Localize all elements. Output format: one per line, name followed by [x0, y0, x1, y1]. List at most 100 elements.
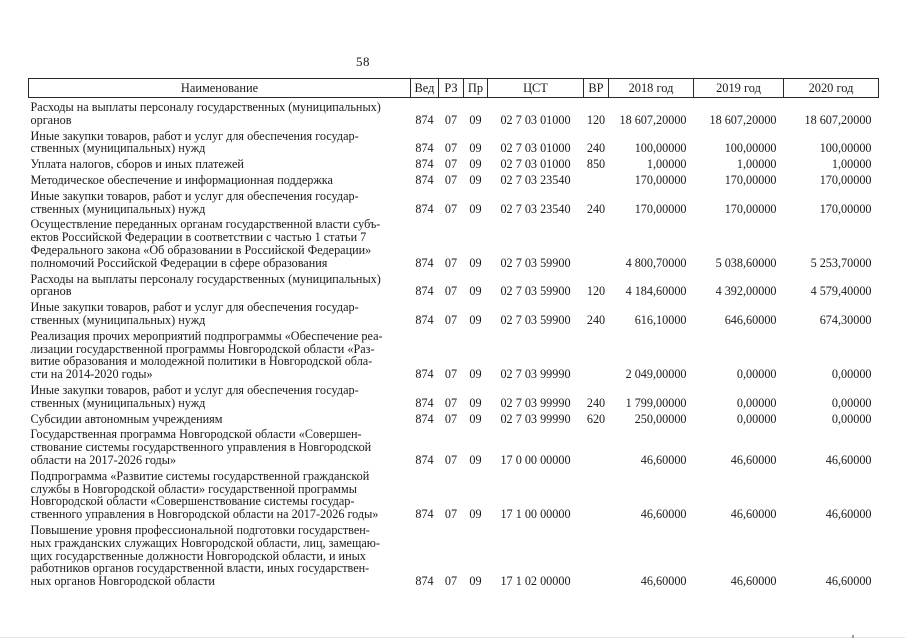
rz-cell: 07: [444, 452, 458, 467]
rz-cell: 07: [444, 574, 458, 589]
year-2020-cell: 46,60000: [825, 574, 872, 589]
pr-cell: 09: [469, 367, 482, 382]
name-cell: Повышение уровня профессиональной подгот…: [30, 522, 380, 589]
year-2019-cell: 46,60000: [730, 452, 777, 467]
year-2018-cell: 616,10000: [634, 312, 687, 327]
ved-cell: 874: [415, 574, 434, 589]
rz-cell: 07: [444, 157, 458, 172]
pr-cell: 09: [469, 574, 482, 589]
table-row: Иные закупки товаров, работ и услуг для …: [29, 381, 879, 410]
year-2018-cell: 1 799,00000: [625, 395, 687, 410]
ved-cell: 874: [415, 452, 434, 467]
ved-cell: 874: [415, 312, 434, 327]
rz-cell: 07: [444, 367, 458, 382]
year-2018-cell: 170,00000: [634, 201, 687, 216]
year-2019-cell: 46,60000: [730, 507, 777, 522]
year-2018-cell: 250,00000: [634, 411, 687, 426]
ved-cell: 874: [415, 112, 434, 127]
pr-cell: 09: [469, 157, 482, 172]
name-cell: Иные закупки товаров, работ и услуг для …: [30, 300, 359, 327]
cst-cell: 02 7 03 99990: [500, 411, 571, 426]
cst-cell: 17 0 00 00000: [500, 452, 571, 467]
cst-cell: 02 7 03 99990: [500, 367, 571, 382]
vr-cell: [584, 467, 609, 521]
year-2018-cell: 1,00000: [646, 157, 687, 172]
name-cell: Расходы на выплаты персоналу государстве…: [30, 100, 381, 127]
year-2018-cell: 46,60000: [640, 574, 687, 589]
table-row: Расходы на выплаты персоналу государстве…: [29, 270, 879, 299]
year-2019-cell: 170,00000: [724, 201, 777, 216]
table-row: Уплата налогов, сборов и иных платежей 87…: [29, 155, 879, 171]
name-cell: Иные закупки товаров, работ и услуг для …: [30, 382, 359, 410]
vr-cell: 620: [586, 411, 606, 426]
year-2019-cell: 18 607,20000: [709, 112, 777, 127]
ved-cell: 874: [415, 411, 434, 426]
ved-cell: 874: [415, 172, 434, 187]
cst-cell: 02 7 03 23540: [500, 201, 571, 216]
table-row: Расходы на выплаты персоналу государстве…: [29, 98, 879, 127]
vr-cell: [584, 215, 609, 269]
header-pr: Пр: [463, 78, 488, 98]
name-cell: Иные закупки товаров, работ и услуг для …: [30, 188, 359, 216]
ved-cell: 874: [415, 367, 434, 382]
year-2019-cell: 170,00000: [724, 172, 777, 187]
rz-cell: 07: [444, 255, 458, 270]
table-row: Методическое обеспечение и информационна…: [29, 171, 879, 187]
rz-cell: 07: [444, 141, 458, 156]
header-ved: Вед: [410, 78, 439, 98]
header-cst: ЦСТ: [487, 78, 584, 98]
page-edge-line: [0, 637, 905, 638]
ved-cell: 874: [415, 141, 434, 156]
pr-cell: 09: [469, 507, 482, 522]
cst-cell: 17 1 00 00000: [500, 507, 571, 522]
year-2020-cell: 0,00000: [831, 411, 872, 426]
table-row: Осуществление переданных органам государ…: [29, 215, 879, 269]
year-2019-cell: 0,00000: [736, 411, 777, 426]
rz-cell: 07: [444, 112, 458, 127]
year-2019-cell: 0,00000: [736, 367, 777, 382]
header-year-2020: 2020 год: [783, 78, 879, 98]
vr-cell: 240: [586, 395, 606, 410]
pr-cell: 09: [469, 255, 482, 270]
vr-cell: 120: [586, 284, 606, 299]
cst-cell: 02 7 03 01000: [500, 112, 571, 127]
table-row: Иные закупки товаров, работ и услуг для …: [29, 298, 879, 327]
table-row: Подпрограмма «Развитие системы государст…: [29, 467, 879, 521]
name-cell: Уплата налогов, сборов и иных платежей: [30, 157, 244, 172]
cst-cell: 02 7 03 01000: [500, 157, 571, 172]
cst-cell: 02 7 03 59900: [500, 312, 571, 327]
pr-cell: 09: [469, 201, 482, 216]
year-2018-cell: 46,60000: [640, 452, 687, 467]
header-rz: РЗ: [438, 78, 464, 98]
rz-cell: 07: [444, 507, 458, 522]
year-2019-cell: 646,60000: [724, 312, 777, 327]
year-2018-cell: 46,60000: [640, 507, 687, 522]
budget-table: Наименование Вед РЗ Пр ЦСТ ВР 2018 год 2…: [28, 78, 879, 588]
year-2020-cell: 0,00000: [831, 395, 872, 410]
year-2018-cell: 18 607,20000: [619, 112, 687, 127]
pr-cell: 09: [469, 112, 482, 127]
table-header-row: Наименование Вед РЗ Пр ЦСТ ВР 2018 год 2…: [28, 78, 879, 98]
vr-cell: [584, 327, 609, 381]
vr-cell: 240: [586, 201, 606, 216]
vr-cell: [584, 425, 609, 466]
page-number: 58: [356, 54, 370, 69]
year-2020-cell: 46,60000: [825, 452, 872, 467]
pr-cell: 09: [469, 284, 482, 299]
vr-cell: [584, 171, 609, 187]
pr-cell: 09: [469, 312, 482, 327]
year-2019-cell: 0,00000: [736, 395, 777, 410]
year-2020-cell: 5 253,70000: [810, 255, 872, 270]
ved-cell: 874: [415, 201, 434, 216]
rz-cell: 07: [444, 284, 458, 299]
name-cell: Государственная программа Новгородской о…: [30, 427, 372, 467]
rz-cell: 07: [444, 395, 458, 410]
name-cell: Подпрограмма «Развитие системы государст…: [30, 468, 379, 522]
name-cell: Реализация прочих мероприятий подпрограм…: [30, 328, 383, 382]
pr-cell: 09: [469, 395, 482, 410]
vr-cell: 240: [586, 141, 606, 156]
ved-cell: 874: [415, 507, 434, 522]
year-2019-cell: 5 038,60000: [715, 255, 777, 270]
name-cell: Осуществление переданных органам государ…: [30, 217, 381, 270]
